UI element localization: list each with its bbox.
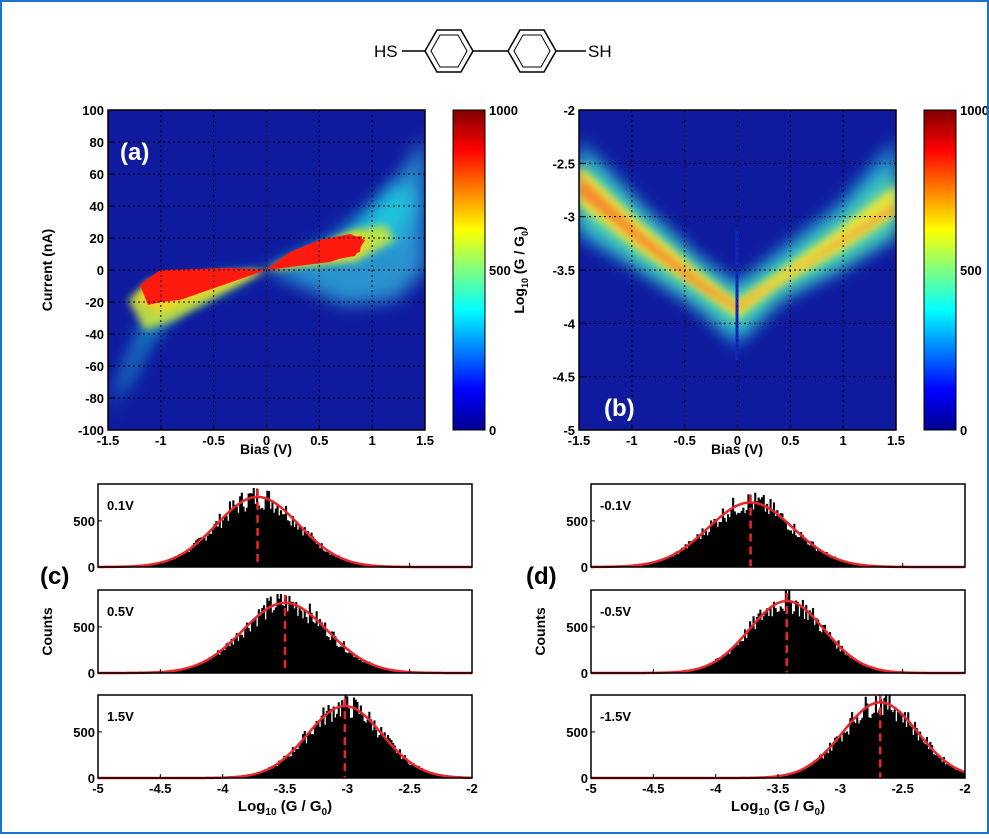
x-tick-label: -4.5 [642,781,664,796]
y-tick-label: 500 [566,620,588,635]
x-tick-label: 0.5 [781,433,799,448]
panel-b-colorbar [924,110,956,430]
y-tick-label: -4 [563,316,575,331]
x-tick-label: -4 [710,781,722,796]
y-tick-label: 500 [73,514,95,529]
x-tick-label: 1 [369,433,376,448]
panel-c: 0.1V05000.5V05001.5V0500-5-4.5-4-3.5-3-2… [39,484,478,818]
y-tick-label: 20 [90,231,104,246]
x-tick-label: -3 [835,781,847,796]
y-tick-label: -100 [78,423,104,438]
y-tick-label: 0 [581,666,588,681]
x-tick-label: -2.5 [398,781,420,796]
colorbar-tick-label: 500 [489,263,511,278]
x-tick-label: -3.5 [767,781,789,796]
y-tick-label: 500 [73,620,95,635]
x-tick-label: 1 [840,433,847,448]
y-tick-label: 500 [566,725,588,740]
y-axis-label: Counts [39,607,55,655]
x-tick-label: 0.5 [310,433,328,448]
histogram-subplot: -0.1V 0 500 [566,484,965,575]
panel-d: -0.1V0500-0.5V0500-1.5V0500-5-4.5-4-3.5-… [526,484,971,818]
x-axis-label: Log10 (G / G0) [731,798,825,818]
y-tick-label: -40 [85,327,104,342]
colorbar-tick-label: 0 [960,423,967,438]
x-tick-label: 1.5 [416,433,434,448]
molecule-left-group: HS [374,42,398,61]
panel-a-xlabel: Bias (V) [240,441,292,457]
y-tick-label: -80 [85,391,104,406]
bias-label: 0.5V [107,604,134,619]
y-tick-label: -2.5 [553,156,575,171]
bias-label: 1.5V [107,709,134,724]
y-tick-label: -5 [563,423,575,438]
bias-label: -0.5V [600,604,631,619]
molecule-structure: HS SH [374,30,612,72]
y-tick-label: 0 [88,666,95,681]
colorbar-tick-label: 0 [489,423,496,438]
bias-label: 0.1V [107,498,134,513]
x-tick-label: -4.5 [149,781,171,796]
x-tick-label: -3 [342,781,354,796]
panel-b-label: (b) [604,395,635,422]
x-axis-label: Log10 (G / G0) [238,798,332,818]
y-tick-label: 60 [90,167,104,182]
x-tick-label: -1 [626,433,638,448]
panel-a-colorbar [453,110,485,430]
x-tick-label: -5 [92,781,104,796]
x-tick-label: -5 [585,781,597,796]
x-tick-label: -2 [959,781,971,796]
panel-b-xlabel: Bias (V) [711,441,763,457]
y-tick-label: 0 [581,560,588,575]
x-tick-label: -4 [217,781,229,796]
colorbar-tick-label: 500 [960,263,982,278]
x-tick-label: -1 [155,433,167,448]
y-axis-label: Counts [532,607,548,655]
x-tick-label: -3.5 [274,781,296,796]
y-tick-label: 80 [90,135,104,150]
y-tick-label: -3 [563,210,575,225]
y-tick-label: 0 [97,263,104,278]
y-tick-label: -3.5 [553,263,575,278]
x-tick-label: 1.5 [887,433,905,448]
colorbar-tick-label: 1000 [489,103,518,118]
panel-b-colorbar-ticks: 0 500 1000 [960,103,989,438]
y-tick-label: 500 [566,514,588,529]
y-tick-label: 0 [88,560,95,575]
histogram-subplot: 0.5V 0 500 [73,590,472,681]
histogram-subplot: 0.1V 0 500 [73,484,472,575]
panel-label: (c) [40,563,69,590]
y-tick-label: -20 [85,295,104,310]
x-tick-label: -2.5 [891,781,913,796]
y-tick-label: -4.5 [553,370,575,385]
colorbar-tick-label: 1000 [960,103,989,118]
panel-b-ylabel: Log10 (G / G0) [511,226,530,313]
panel-a-ylabel: Current (nA) [39,229,55,311]
bias-label: -0.1V [600,498,631,513]
panel-a-label: (a) [120,139,149,166]
x-tick-label: -2 [466,781,478,796]
bias-label: -1.5V [600,709,631,724]
y-tick-label: 100 [82,103,104,118]
y-tick-label: 500 [73,725,95,740]
x-tick-label: -0.5 [673,433,695,448]
y-tick-label: -2 [563,103,575,118]
molecule-right-group: SH [588,42,612,61]
panel-label: (d) [526,563,557,590]
histogram-subplot: -0.5V 0 500 [566,590,965,681]
y-tick-label: -60 [85,359,104,374]
x-tick-label: -0.5 [202,433,224,448]
y-tick-label: 40 [90,199,104,214]
